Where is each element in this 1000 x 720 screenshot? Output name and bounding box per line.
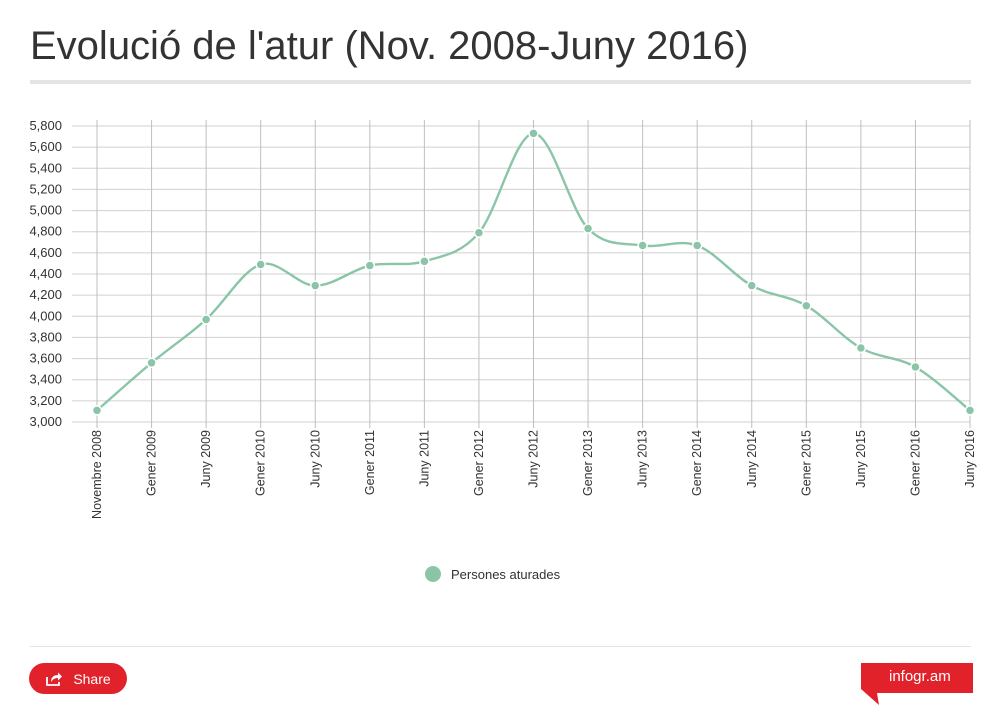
x-tick-label: Gener 2012 bbox=[472, 430, 486, 496]
data-point-3 bbox=[255, 259, 266, 270]
x-tick-label: Gener 2010 bbox=[254, 430, 268, 496]
data-point-13 bbox=[801, 300, 812, 311]
legend-label: Persones aturades bbox=[451, 566, 561, 582]
y-tick-label: 5,600 bbox=[29, 139, 62, 154]
data-point-15 bbox=[910, 361, 921, 373]
share-label: Share bbox=[73, 670, 111, 687]
x-tick-label: Novembre 2008 bbox=[90, 430, 104, 519]
x-axis-ticks: Novembre 2008 Gener 2009 Juny 2009 Gener 20… bbox=[90, 430, 977, 519]
x-tick-label: Juny 2013 bbox=[636, 430, 650, 488]
data-point-14 bbox=[855, 342, 867, 354]
brand-label: infogr.am bbox=[889, 668, 951, 685]
brand-flag-icon bbox=[861, 663, 973, 705]
x-tick-label: Gener 2009 bbox=[145, 430, 159, 496]
y-tick-label: 4,200 bbox=[29, 287, 62, 302]
x-tick-label: Gener 2016 bbox=[908, 430, 922, 496]
y-tick-label: 5,800 bbox=[29, 118, 62, 133]
data-point-1 bbox=[146, 357, 157, 369]
share-button[interactable]: Share bbox=[29, 663, 127, 694]
data-point-12 bbox=[746, 280, 757, 291]
x-tick-label: Gener 2011 bbox=[363, 430, 377, 495]
y-tick-label: 5,400 bbox=[29, 160, 62, 175]
x-tick-label: Juny 2016 bbox=[963, 430, 977, 488]
data-point-7 bbox=[473, 227, 485, 239]
x-tick-label: Juny 2009 bbox=[199, 430, 213, 488]
y-tick-label: 3,000 bbox=[29, 414, 62, 429]
line-chart: 3,000 3,200 3,400 3,600 3,800 4,000 4,200 4,400… bbox=[29, 118, 977, 519]
data-point-11 bbox=[691, 240, 703, 251]
x-tick-label: Juny 2012 bbox=[527, 430, 541, 488]
y-tick-label: 3,400 bbox=[29, 372, 62, 387]
y-tick-label: 4,800 bbox=[29, 224, 62, 239]
data-point-9 bbox=[582, 223, 594, 234]
data-point-10 bbox=[637, 240, 648, 251]
title-divider bbox=[30, 80, 971, 84]
data-point-8 bbox=[528, 128, 539, 139]
data-point-6 bbox=[419, 256, 430, 267]
x-tick-label: Juny 2010 bbox=[308, 430, 322, 488]
x-tick-label: Juny 2015 bbox=[854, 430, 868, 488]
y-tick-label: 3,600 bbox=[29, 351, 62, 366]
data-point-16 bbox=[964, 405, 976, 416]
x-tick-label: Juny 2011 bbox=[417, 430, 431, 487]
y-tick-label: 4,000 bbox=[29, 308, 62, 323]
y-tick-label: 3,800 bbox=[29, 329, 62, 344]
x-tick-label: Gener 2014 bbox=[690, 430, 704, 496]
y-tick-label: 3,200 bbox=[29, 393, 62, 408]
y-tick-label: 4,600 bbox=[29, 245, 62, 260]
y-tick-label: 5,200 bbox=[29, 181, 62, 196]
legend[interactable]: Persones aturades bbox=[425, 566, 560, 582]
x-tick-label: Gener 2015 bbox=[799, 430, 813, 496]
data-point-0 bbox=[91, 405, 103, 416]
horizontal-gridlines bbox=[72, 125, 970, 423]
share-icon bbox=[46, 672, 63, 686]
chart-title: Evolució de l'atur (Nov. 2008-Juny 2016) bbox=[30, 24, 749, 68]
y-axis-ticks: 3,000 3,200 3,400 3,600 3,800 4,000 4,200 4,400… bbox=[29, 118, 62, 429]
x-tick-label: Gener 2013 bbox=[581, 430, 595, 496]
data-point-5 bbox=[364, 260, 376, 271]
vertical-gridlines bbox=[96, 120, 971, 428]
legend-swatch bbox=[425, 566, 441, 582]
data-point-2 bbox=[200, 314, 212, 325]
data-points bbox=[91, 128, 976, 416]
y-tick-label: 4,400 bbox=[29, 266, 62, 281]
y-tick-label: 5,000 bbox=[29, 203, 62, 218]
data-point-4 bbox=[310, 280, 321, 291]
brand-logo[interactable]: infogr.am bbox=[855, 663, 973, 705]
footer-divider bbox=[30, 646, 971, 647]
x-tick-label: Juny 2014 bbox=[745, 430, 759, 488]
